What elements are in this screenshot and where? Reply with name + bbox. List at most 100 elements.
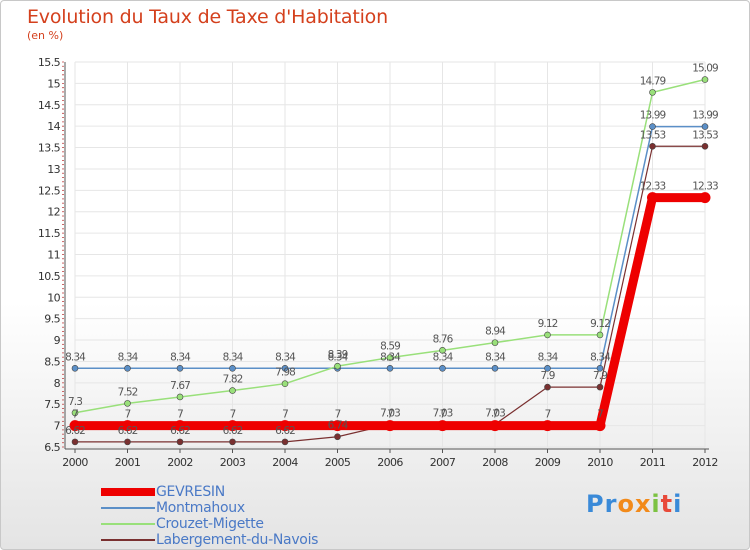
data-point: [699, 192, 711, 204]
y-tick-label: 9.5: [44, 313, 60, 326]
logo-letter: i: [673, 490, 683, 518]
data-label: 9.12: [538, 318, 558, 330]
data-label: 7: [72, 409, 78, 421]
data-label: 8.34: [118, 351, 139, 363]
data-label: 8.34: [485, 351, 506, 363]
legend-item: GEVRESIN: [101, 484, 401, 500]
data-point: [334, 433, 341, 441]
series-gevresin: [69, 192, 711, 432]
data-label: 13.99: [640, 110, 666, 122]
data-label: 6.74: [328, 420, 349, 432]
data-point: [176, 438, 184, 446]
data-label: 7: [387, 409, 393, 421]
data-point: [701, 76, 709, 83]
data-label: 7: [282, 409, 288, 421]
legend-swatch: [101, 539, 155, 541]
logo-letter: o: [617, 490, 635, 518]
y-tick-label: 11: [47, 249, 60, 262]
data-point: [596, 364, 604, 372]
data-point: [229, 387, 236, 394]
data-label: 13.53: [692, 129, 718, 141]
legend-item: Crouzet-Migette: [101, 516, 401, 532]
data-label: 8.39: [328, 349, 348, 361]
data-point: [544, 331, 551, 339]
legend-swatch: [101, 488, 155, 496]
y-tick-label: 15.5: [38, 56, 61, 69]
data-point: [701, 142, 709, 150]
data-label: 7.98: [275, 367, 295, 379]
data-label: 8.34: [538, 351, 559, 363]
data-label: 7.03: [380, 407, 400, 419]
y-tick-label: 15: [47, 77, 60, 90]
data-label: 6.62: [65, 425, 85, 437]
data-point: [437, 420, 448, 432]
data-point: [227, 420, 238, 432]
y-tick-label: 10.5: [38, 270, 61, 283]
data-label: 9.12: [590, 318, 610, 330]
data-label: 7: [125, 409, 131, 421]
data-point: [281, 364, 289, 372]
series-crouzet-migette: [71, 76, 709, 417]
y-tick-label: 8: [54, 377, 61, 390]
data-label: 6.62: [275, 425, 295, 437]
data-point: [279, 420, 291, 432]
data-label: 8.34: [328, 351, 349, 363]
y-tick-label: 11.5: [38, 227, 61, 240]
data-label: 8.34: [223, 351, 244, 363]
data-label: 7.03: [485, 407, 505, 419]
data-label: 7.03: [433, 407, 453, 419]
x-tick-label: 2010: [587, 456, 613, 469]
data-point: [701, 123, 709, 130]
legend-label: GEVRESIN: [156, 484, 225, 500]
data-label: 7.52: [118, 386, 138, 398]
data-label: 7: [440, 409, 446, 421]
data-label: 7.3: [68, 396, 82, 408]
data-label: 7.9: [593, 370, 607, 382]
data-point: [594, 420, 606, 432]
data-label: 8.34: [590, 351, 611, 363]
data-point: [386, 364, 394, 372]
data-point: [384, 420, 396, 432]
y-tick-label: 6.5: [44, 441, 60, 454]
x-tick-label: 2003: [220, 456, 246, 469]
legend-label: Montmahoux: [156, 500, 245, 516]
y-tick-label: 14: [47, 120, 60, 133]
data-label: 8.34: [433, 351, 454, 363]
logo-letter: t: [660, 490, 674, 518]
data-point: [71, 409, 79, 417]
data-label: 7.82: [223, 374, 243, 386]
x-tick-label: 2000: [62, 456, 88, 469]
data-point: [124, 364, 131, 372]
data-point: [489, 420, 501, 432]
legend-item: Labergement-du-Navois: [101, 532, 401, 548]
x-tick-label: 2002: [167, 456, 193, 469]
chart-title: Evolution du Taux de Taxe d'Habitation: [27, 6, 388, 28]
logo-letter: x: [634, 490, 652, 518]
data-label: 6.62: [118, 425, 138, 437]
y-tick-label: 7.5: [44, 398, 60, 411]
y-tick-label: 12: [47, 206, 60, 219]
data-label: 8.59: [380, 341, 400, 353]
y-tick-label: 14.5: [38, 99, 61, 112]
x-tick-label: 2011: [640, 456, 666, 469]
data-point: [491, 339, 499, 346]
data-point: [647, 192, 658, 204]
data-label: 7.67: [170, 380, 190, 392]
data-point: [542, 420, 553, 432]
x-tick-label: 2008: [482, 456, 508, 469]
x-tick-label: 2001: [115, 456, 141, 469]
x-tick-label: 2007: [430, 456, 456, 469]
data-label: 8.34: [65, 351, 86, 363]
series-montmahoux: [71, 123, 709, 372]
y-tick-label: 8.5: [44, 355, 60, 368]
data-label: 15.09: [692, 63, 718, 75]
legend-swatch: [101, 507, 155, 509]
legend: GEVRESIN Montmahoux Crouzet-Migette Laberge…: [101, 484, 401, 548]
data-label: 8.34: [275, 351, 296, 363]
proxiti-logo: Proxiti: [586, 490, 682, 518]
data-point: [124, 400, 131, 407]
chart-subtitle: (en %): [27, 29, 64, 42]
legend-label: Labergement-du-Navois: [156, 532, 319, 548]
data-point: [596, 383, 604, 391]
data-point: [71, 364, 79, 372]
